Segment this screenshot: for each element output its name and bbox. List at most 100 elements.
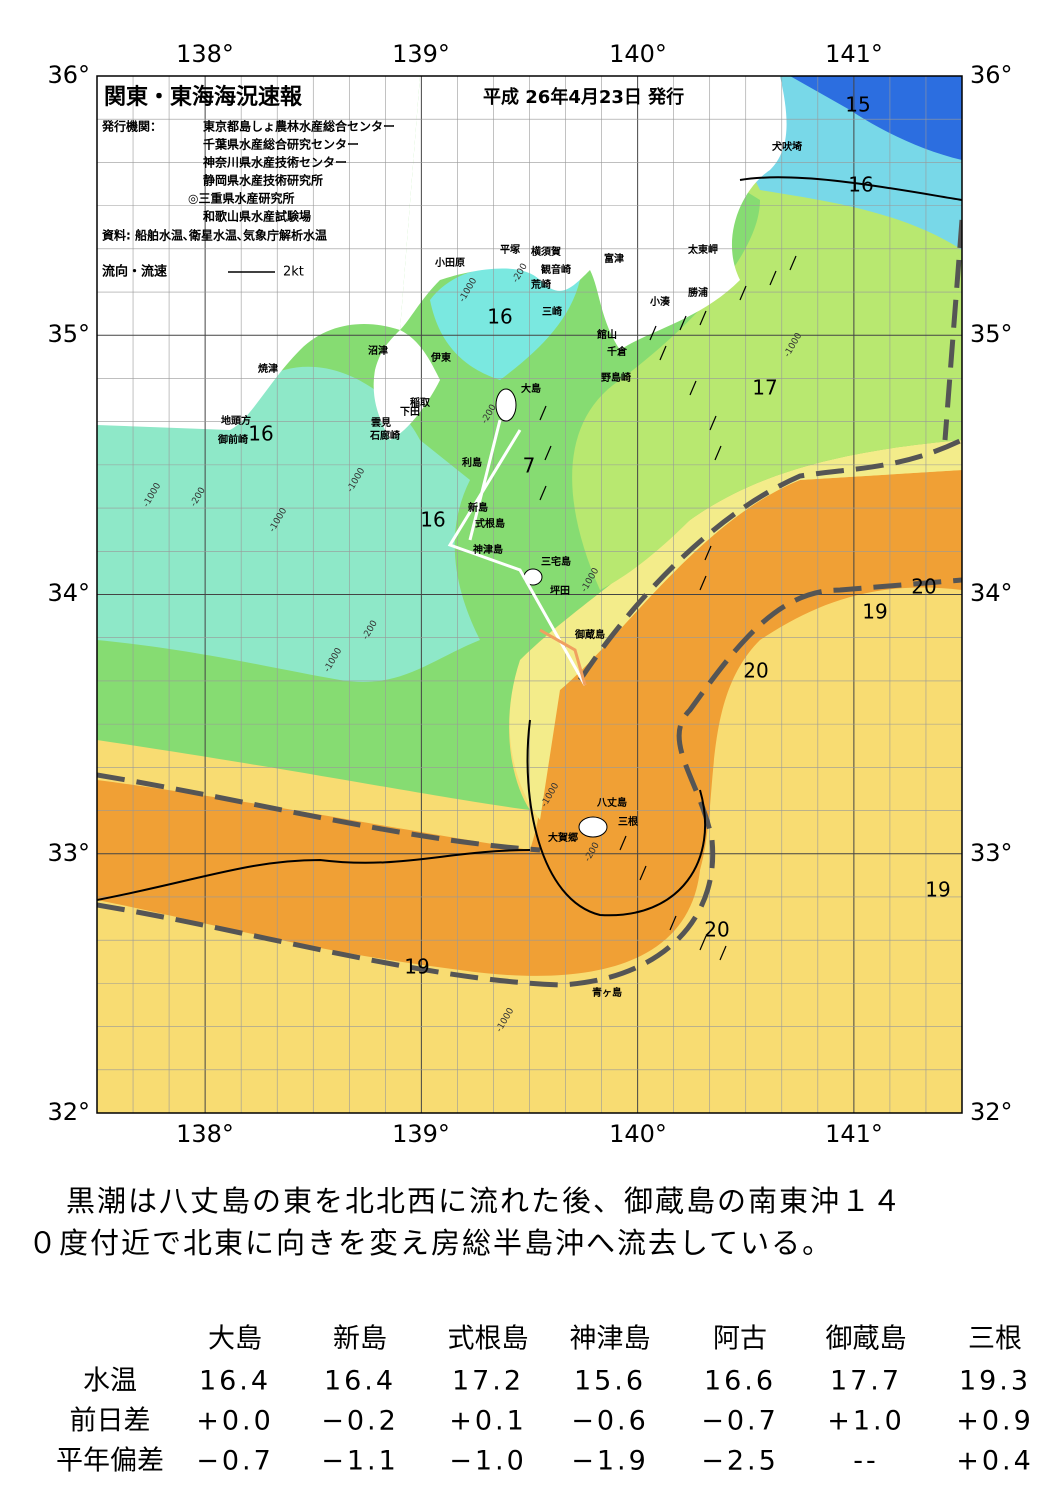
place-name: 大島 (521, 382, 541, 395)
current-arrow (709, 415, 717, 431)
current-arrow (659, 345, 667, 361)
place-name: 勝浦 (688, 286, 708, 299)
place-name: 観音崎 (541, 263, 571, 276)
place-name: 八丈島 (596, 796, 627, 809)
place-name: 式根島 (475, 517, 505, 530)
place-name: 地頭方 (221, 414, 251, 427)
kuroshio-axis (942, 219, 962, 441)
place-name: 御前崎 (217, 433, 248, 446)
summary-line: ０度付近で北東に向きを変え房総半島沖へ流去している。 (28, 1226, 833, 1260)
isotherm (739, 176, 962, 201)
place-name: 三崎 (542, 305, 562, 318)
place-name: 横須賀 (531, 245, 561, 258)
table-header: 三根 (968, 1324, 1022, 1355)
current-arrow (639, 865, 647, 881)
place-name: 石廊崎 (369, 429, 400, 442)
place-name: 三根 (618, 815, 638, 828)
publisher-label: 発行機関： (101, 119, 162, 134)
contour-label: 19 (862, 600, 887, 624)
table-cell: −0.7 (701, 1406, 779, 1437)
grid (97, 76, 962, 1113)
island (495, 388, 517, 422)
summary-line: 黒潮は八丈島の東を北北西に流れた後、御蔵島の南東沖１４ (66, 1184, 903, 1218)
contour-label: 20 (743, 659, 768, 683)
current-arrow (714, 445, 722, 461)
map-frame (96, 75, 963, 1114)
sea-coldest (790, 76, 962, 160)
current-arrow (699, 310, 707, 326)
row-label: 前日差 (70, 1406, 151, 1437)
contour-label: 20 (911, 575, 936, 599)
current-arrow (769, 270, 777, 286)
current-arrow (789, 255, 797, 271)
contour-label: 16 (420, 508, 445, 532)
sea-cool (97, 366, 480, 682)
isotherm (97, 849, 531, 901)
place-name: 荒崎 (530, 278, 551, 291)
place-name: 小田原 (434, 256, 465, 269)
current-arrow (704, 545, 712, 561)
place-name: 神津島 (473, 543, 503, 556)
legend-label: 流向・流速 (102, 264, 167, 280)
contour-label: 16 (848, 173, 873, 197)
place-name: 青ヶ島 (592, 986, 622, 999)
lat-label: 33° (970, 839, 1013, 867)
place-name: 富津 (604, 252, 624, 265)
place-name: 大賀郷 (548, 831, 578, 844)
lon-label: 141° (825, 40, 883, 68)
contour-label: 16 (487, 305, 512, 329)
place-name: 太東岬 (687, 243, 718, 256)
row-label: 水温 (83, 1366, 137, 1397)
place-name: 犬吠埼 (772, 140, 802, 153)
table-cell: +0.0 (196, 1406, 274, 1437)
current-arrow (539, 405, 547, 421)
table-header: 式根島 (448, 1324, 529, 1355)
current-arrow (679, 315, 687, 331)
lat-label: 35° (47, 320, 90, 348)
island (578, 816, 608, 838)
current-arrow (699, 575, 707, 591)
place-name: 新島 (468, 501, 488, 514)
publisher: 和歌山県水産試験場 (202, 209, 311, 224)
row-label: 平年偏差 (56, 1446, 164, 1477)
table-cell: 17.7 (830, 1366, 902, 1397)
lat-label: 34° (970, 579, 1013, 607)
kuroshio-axis (97, 772, 541, 853)
table-header: 御蔵島 (826, 1324, 907, 1355)
current-arrow (739, 285, 747, 301)
lat-label: 35° (970, 320, 1013, 348)
table-header: 新島 (333, 1324, 387, 1355)
sea-sagami (430, 266, 580, 380)
table-cell: −1.0 (449, 1446, 527, 1477)
lon-label: 139° (392, 40, 450, 68)
lon-label: 139° (392, 1120, 450, 1148)
publisher: 静岡県水産技術研究所 (203, 173, 323, 188)
place-name: 焼津 (258, 362, 278, 375)
place-name: 小湊 (649, 295, 671, 308)
table-cell: +1.0 (827, 1406, 905, 1437)
place-name: 下田 (400, 406, 420, 418)
current-arrow (689, 380, 697, 396)
table-cell: −1.1 (321, 1446, 399, 1477)
place-name: 雲見 (371, 417, 391, 429)
contour-label: 19 (925, 878, 950, 902)
lon-label: 138° (176, 1120, 234, 1148)
place-name: 野島崎 (601, 371, 631, 384)
lat-label: 36° (970, 61, 1013, 89)
issue-date: 平成 26年4月23日 発行 (483, 86, 684, 108)
table-header: 神津島 (570, 1324, 651, 1355)
publisher: ◎三重県水産研究所 (188, 191, 294, 206)
current-arrow (699, 935, 707, 951)
table-cell: −0.2 (321, 1406, 399, 1437)
table-cell: +0.1 (449, 1406, 527, 1437)
lat-label: 36° (47, 61, 90, 89)
table-cell: −1.9 (571, 1446, 649, 1477)
table-cell: 16.4 (199, 1366, 271, 1397)
ship-track (447, 419, 587, 686)
place-name: 千倉 (607, 345, 628, 358)
table-cell: 15.6 (574, 1366, 646, 1397)
lat-label: 33° (47, 839, 90, 867)
